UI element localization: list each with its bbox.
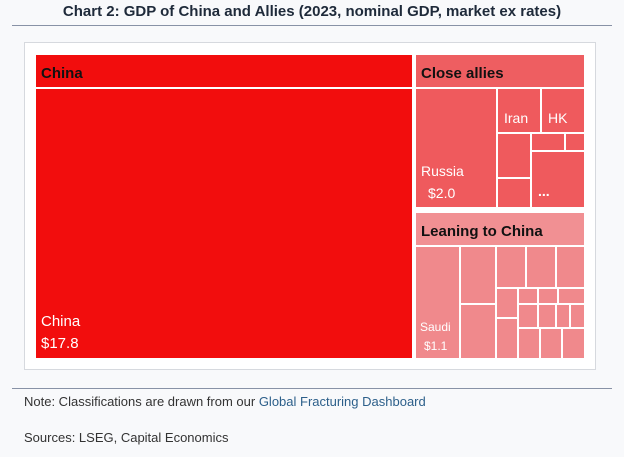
leaning-tile-1 xyxy=(459,245,497,305)
leaning-tile-3 xyxy=(495,245,527,289)
hk-tile-label: HK xyxy=(548,110,568,126)
close-ally-tile-2 xyxy=(496,177,532,209)
leaning-tile-13 xyxy=(555,303,571,329)
dashboard-link[interactable]: Global Fracturing Dashboard xyxy=(258,394,426,409)
close-ally-tile-1 xyxy=(496,132,532,179)
leaning-tile-11 xyxy=(517,303,539,329)
leaning-tile-7 xyxy=(495,317,519,360)
leaning-tile-5 xyxy=(555,245,586,289)
saudi-tile xyxy=(414,245,461,360)
other-allies-label: ... xyxy=(538,183,550,199)
leaning-tile-17 xyxy=(561,327,586,360)
china-header-rect xyxy=(34,53,414,89)
saudi-tile-label: Saudi xyxy=(420,320,451,334)
close-allies-group-label: Close allies xyxy=(421,65,504,82)
top-divider xyxy=(12,25,612,26)
note-text: Note: Classifications are drawn from our xyxy=(24,394,259,409)
leaning-tile-12 xyxy=(537,303,557,329)
chart-note: Note: Classifications are drawn from our… xyxy=(24,394,426,409)
russia-tile-label: Russia xyxy=(421,163,464,179)
iran-tile xyxy=(496,87,542,134)
saudi-tile-value: $1.1 xyxy=(424,339,448,353)
china-tile-label: China xyxy=(41,313,81,330)
hk-tile xyxy=(540,87,586,134)
close-ally-tile-5 xyxy=(530,150,586,209)
close-ally-tile-4 xyxy=(564,132,586,152)
leaning-tile-16 xyxy=(539,327,563,360)
leaning-tile-10 xyxy=(557,287,586,305)
leaning-tile-6 xyxy=(495,287,519,319)
china-tile xyxy=(34,87,414,360)
leaning-tile-15 xyxy=(517,327,541,360)
leaning-tile-2 xyxy=(459,303,497,360)
chart-sources: Sources: LSEG, Capital Economics xyxy=(24,430,229,445)
chart-title: Chart 2: GDP of China and Allies (2023, … xyxy=(62,3,562,20)
leaning-tile-8 xyxy=(517,287,539,305)
bottom-divider xyxy=(12,388,612,389)
leaning-tile-9 xyxy=(537,287,559,305)
leaning-tile-4 xyxy=(525,245,557,289)
leaning-tile-14 xyxy=(569,303,586,329)
leaning-group-label: Leaning to China xyxy=(421,223,543,240)
iran-tile-label: Iran xyxy=(504,110,528,126)
close-ally-tile-3 xyxy=(530,132,566,152)
china-tile-value: $17.8 xyxy=(41,335,79,352)
china-group-label: China xyxy=(41,65,83,82)
russia-tile-value: $2.0 xyxy=(428,185,455,201)
close-allies-header-rect xyxy=(414,53,586,89)
